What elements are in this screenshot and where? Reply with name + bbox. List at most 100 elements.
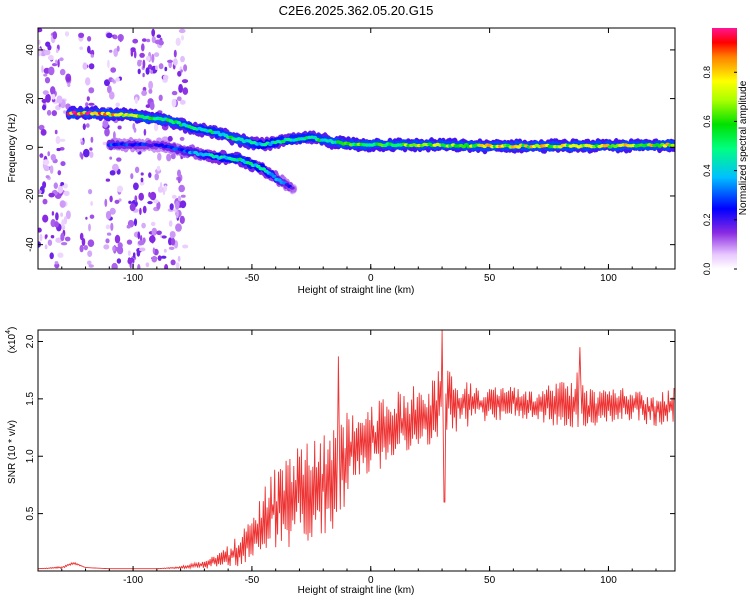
noise-cell	[42, 214, 49, 223]
noise-cell	[116, 246, 124, 255]
noise-cell	[170, 153, 176, 160]
noise-cell	[89, 147, 93, 151]
noise-cell	[159, 182, 163, 191]
noise-cell	[83, 148, 90, 158]
noise-cell	[82, 62, 88, 70]
top-y-axis-label: Frequency (Hz)	[7, 114, 18, 183]
noise-cell	[133, 182, 139, 191]
noise-cell	[112, 245, 116, 252]
chart-title: C2E6.2025.362.05.20.G15	[279, 3, 434, 18]
noise-cell	[179, 215, 185, 224]
noise-cell	[55, 59, 58, 65]
noise-cell	[137, 240, 145, 246]
colorbar-tick-label: 0.0	[702, 263, 712, 276]
x-tick-label: 100	[600, 273, 617, 284]
noise-cell	[156, 230, 162, 236]
noise-cell	[178, 83, 184, 93]
noise-cell	[87, 250, 93, 257]
noise-cell	[63, 110, 67, 114]
x-tick-label: -100	[123, 273, 143, 284]
noise-cell	[56, 48, 59, 54]
noise-cell	[178, 184, 185, 193]
noise-cell	[41, 98, 47, 104]
noise-cell	[82, 123, 86, 130]
ridge-core-cell	[289, 186, 295, 190]
noise-cell	[112, 163, 119, 172]
noise-cell	[149, 193, 153, 199]
noise-cell	[81, 238, 86, 246]
noise-cell	[164, 264, 169, 269]
noise-cell	[126, 239, 133, 245]
noise-cell	[156, 201, 161, 210]
noise-cell	[139, 235, 143, 242]
noise-cell	[181, 79, 189, 84]
noise-cell	[85, 102, 89, 107]
noise-cell	[142, 72, 145, 78]
noise-cell	[182, 87, 189, 95]
noise-cell	[180, 55, 185, 63]
noise-cell	[178, 28, 186, 34]
noise-cell	[175, 37, 181, 46]
noise-cell	[59, 138, 66, 142]
noise-cell	[148, 80, 154, 90]
noise-cell	[46, 109, 52, 116]
x-tick-label: 0	[368, 575, 374, 586]
x-tick-label: 50	[484, 273, 496, 284]
x-tick-label: -50	[245, 273, 260, 284]
noise-cell	[47, 151, 50, 157]
noise-cell	[153, 123, 159, 132]
noise-cell	[66, 76, 71, 82]
noise-cell	[59, 57, 64, 62]
noise-cell	[59, 68, 66, 76]
noise-cell	[180, 194, 186, 198]
noise-cell	[87, 36, 92, 42]
noise-cell	[115, 102, 120, 107]
noise-cell	[42, 159, 50, 166]
noise-cell	[149, 101, 155, 111]
noise-cell	[54, 129, 58, 135]
noise-cell	[55, 135, 61, 145]
noise-cell	[105, 210, 112, 220]
x-tick-label: -100	[123, 575, 143, 586]
noise-cell	[39, 233, 43, 242]
colorbar-tick-label: 0.8	[702, 66, 712, 79]
noise-cell	[56, 147, 61, 152]
noise-cell	[129, 203, 136, 212]
noise-cell	[141, 90, 148, 96]
colorbar-tick-label: 0.6	[702, 115, 712, 128]
bottom-y-axis-label: SNR (10 * v/v)	[7, 420, 18, 484]
noise-cell	[41, 65, 44, 73]
y-tick-label: -20	[25, 188, 36, 203]
snr-plot: -100 -50 0 50 100 0.5 1.0 1.5 2.0 Height of str…	[5, 327, 676, 596]
noise-cell	[128, 200, 132, 204]
noise-cell	[48, 192, 55, 198]
noise-cell	[42, 104, 47, 111]
noise-cell	[88, 87, 95, 94]
noise-cell	[105, 238, 110, 244]
noise-cell	[114, 199, 120, 204]
noise-cell	[87, 45, 91, 54]
noise-cell	[107, 59, 110, 69]
noise-cell	[176, 96, 182, 101]
y-tick-label: 1.5	[25, 391, 36, 405]
noise-cell	[137, 231, 141, 240]
noise-cell	[109, 195, 113, 203]
noise-cell	[127, 250, 131, 256]
noise-cell	[113, 34, 118, 40]
noise-cell	[171, 90, 178, 96]
noise-cell	[64, 236, 71, 242]
noise-cell	[87, 260, 92, 266]
noise-cell	[118, 198, 122, 202]
y-scale-multiplier: (x104)	[5, 327, 18, 354]
top-x-ticks: -100 -50 0 50 100	[37, 28, 657, 284]
noise-cell	[42, 90, 49, 95]
bottom-x-axis-label: Height of straight line (km)	[298, 585, 415, 596]
noise-cell	[105, 178, 111, 182]
noise-cell	[60, 242, 68, 246]
noise-cell	[171, 98, 177, 108]
noise-cell	[104, 198, 108, 207]
noise-cell	[89, 214, 95, 219]
noise-cell	[147, 201, 153, 205]
noise-cell	[47, 239, 53, 246]
noise-cell	[142, 205, 147, 214]
